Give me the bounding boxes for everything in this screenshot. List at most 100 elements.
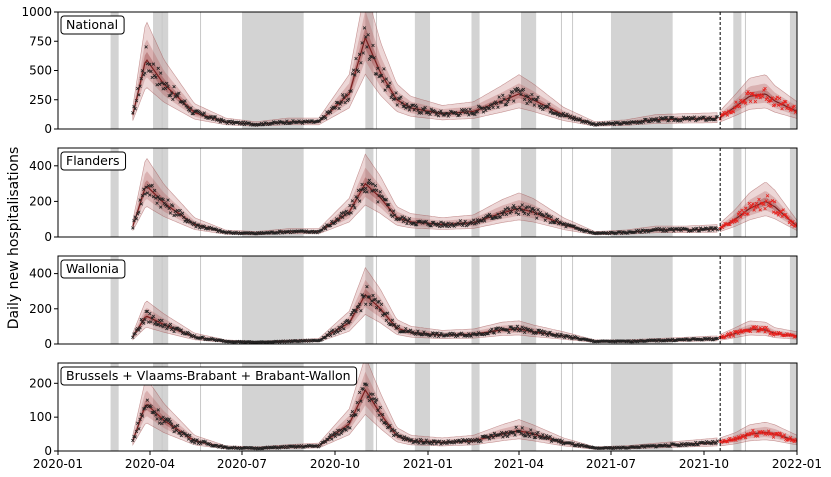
observation-mark (372, 56, 376, 60)
observation-mark (368, 302, 373, 307)
observation-mark (692, 115, 697, 119)
observation-mark (202, 111, 207, 115)
observation-mark (553, 221, 557, 225)
observation-mark (154, 320, 158, 324)
panel-3: 0 200 400 Wallonia (29, 255, 798, 351)
observation-mark (156, 66, 160, 70)
observation-mark (166, 198, 170, 202)
observation-mark (320, 116, 324, 121)
observation-mark (144, 45, 148, 49)
observation-mark (353, 413, 357, 417)
observation-mark (172, 85, 176, 89)
observation-mark (361, 51, 365, 55)
observation-mark (492, 331, 497, 335)
observation-mark (415, 331, 419, 336)
observation-mark (588, 120, 592, 125)
observation-mark (769, 98, 773, 103)
observation-mark (415, 223, 419, 227)
observation-mark (508, 94, 512, 98)
observation-mark (505, 99, 510, 104)
observation-mark (159, 323, 163, 328)
observation-mark (563, 335, 567, 340)
observation-mark (393, 428, 397, 433)
observation-mark (340, 93, 345, 97)
observation-mark (188, 433, 192, 438)
observation-mark (400, 215, 404, 219)
observation-mark (543, 218, 547, 222)
observation-mark (332, 430, 336, 435)
observation-mark (757, 93, 761, 98)
observation-mark (333, 434, 338, 438)
observation-mark (496, 212, 500, 216)
shaded-period (110, 12, 119, 129)
observation-mark (458, 111, 463, 116)
observation-mark (683, 442, 687, 446)
observation-mark (567, 441, 572, 445)
observation-mark (529, 100, 533, 104)
observation-mark (365, 285, 369, 289)
observation-mark (539, 329, 544, 333)
observation-mark (202, 225, 207, 229)
observation-mark (499, 430, 504, 435)
observation-mark (197, 336, 202, 340)
observation-mark (183, 432, 187, 436)
observation-mark (752, 208, 756, 212)
shaded-period (610, 12, 673, 129)
observation-mark (667, 118, 671, 123)
observation-mark (564, 225, 568, 229)
observation-mark (173, 95, 177, 99)
observation-mark (402, 216, 407, 220)
observation-mark (697, 229, 702, 233)
observation-mark (350, 199, 355, 203)
observation-mark (376, 66, 380, 71)
observation-mark (734, 100, 738, 104)
observation-mark (753, 99, 758, 104)
observation-mark (155, 83, 159, 87)
observation-mark (342, 427, 346, 431)
observation-mark (479, 219, 483, 223)
observation-mark (760, 327, 765, 332)
observation-mark (415, 105, 419, 109)
observation-mark (222, 230, 226, 234)
observation-mark (482, 106, 487, 110)
observation-mark (548, 220, 552, 225)
observation-mark (162, 420, 167, 424)
observation-mark (520, 203, 524, 207)
y-tick-label: 200 (29, 194, 52, 208)
observation-mark (371, 392, 375, 396)
observation-mark (769, 204, 773, 209)
observation-mark (395, 431, 399, 436)
panel-label: Flanders (66, 153, 120, 168)
observation-mark (367, 57, 372, 61)
panel-label-box: National (60, 15, 125, 35)
observation-mark (132, 218, 136, 223)
observation-mark (399, 95, 403, 99)
observation-mark (171, 426, 175, 430)
observation-mark (527, 434, 532, 438)
y-tick-label: 0 (44, 337, 52, 351)
observation-mark (131, 111, 135, 115)
observation-mark (501, 435, 505, 439)
observation-mark (694, 440, 698, 445)
observation-mark (154, 196, 158, 200)
y-tick-label: 250 (29, 93, 52, 107)
observation-mark (230, 119, 234, 123)
observation-mark (429, 333, 433, 337)
observation-mark (531, 432, 535, 436)
panel-frame (57, 255, 798, 345)
observation-mark (463, 219, 467, 224)
y-tick-label: 500 (29, 64, 52, 78)
observation-mark (145, 309, 150, 314)
observation-mark (479, 332, 483, 337)
observation-mark (192, 221, 197, 225)
observation-mark (213, 115, 217, 119)
observation-mark (434, 112, 438, 117)
observation-mark (213, 443, 217, 448)
observation-mark (624, 121, 629, 126)
observation-mark (440, 224, 444, 228)
observation-mark (541, 433, 545, 437)
observation-mark (421, 332, 425, 337)
observation-mark (768, 200, 772, 205)
observation-mark (159, 417, 163, 421)
observation-mark (393, 213, 397, 217)
